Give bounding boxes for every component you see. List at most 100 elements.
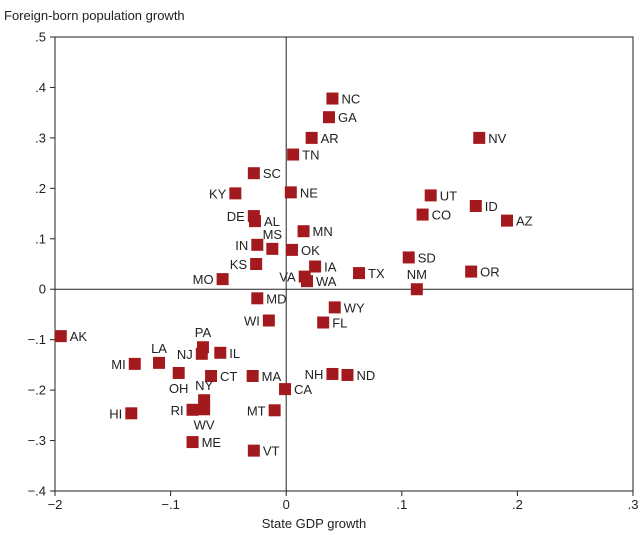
data-point-label: MA	[262, 369, 282, 384]
data-point-label: WV	[194, 417, 215, 432]
y-tick-label: .5	[35, 30, 46, 45]
data-point-label: NY	[195, 378, 213, 393]
x-axis: −2 −.1 0 .1 .2 .3	[48, 491, 639, 512]
data-point-marker	[317, 316, 330, 329]
data-point-label: MS	[263, 227, 283, 242]
y-tick-label: −.2	[28, 383, 46, 398]
y-tick-label: −.3	[28, 433, 46, 448]
data-point-marker	[284, 186, 297, 199]
data-point-label: OK	[301, 243, 320, 258]
data-point-label: AR	[321, 131, 339, 146]
data-point-marker	[125, 407, 138, 420]
data-point-marker	[465, 265, 478, 278]
data-point-marker	[172, 366, 185, 379]
data-point-marker	[216, 273, 229, 286]
data-point-label: MD	[266, 291, 286, 306]
data-point-label: SC	[263, 166, 281, 181]
data-point-marker	[266, 242, 279, 255]
data-point-marker	[262, 314, 275, 327]
data-point-label: MO	[193, 272, 214, 287]
data-point-marker	[285, 243, 298, 256]
data-point-label: IL	[229, 346, 240, 361]
data-point-label: OR	[480, 265, 500, 280]
data-point-label: VT	[263, 444, 280, 459]
data-point-marker	[279, 383, 292, 396]
data-point-marker	[246, 369, 259, 382]
data-point-marker	[153, 356, 166, 369]
data-point-label: NH	[305, 367, 324, 382]
x-tick-label: 0	[283, 497, 290, 512]
x-tick-label: .3	[628, 497, 639, 512]
data-point-marker	[500, 214, 513, 227]
data-point-label: IN	[235, 238, 248, 253]
y-tick-label: −.4	[28, 484, 46, 499]
data-point-label: UT	[440, 188, 457, 203]
data-point-marker	[402, 251, 415, 264]
data-point-label: TX	[368, 266, 385, 281]
data-point-label: TN	[302, 148, 319, 163]
data-point-marker	[198, 403, 211, 416]
x-axis-label: State GDP growth	[262, 516, 367, 531]
data-point-label: FL	[332, 316, 347, 331]
plot-area-frame	[54, 36, 634, 492]
data-point-marker	[410, 283, 423, 296]
data-point-label: WY	[344, 300, 365, 315]
data-point-label: NV	[488, 131, 506, 146]
data-point-marker	[297, 225, 310, 238]
data-point-label: MI	[111, 357, 125, 372]
x-tick-label: −.1	[161, 497, 179, 512]
chart-title: Foreign-born population growth	[4, 8, 185, 23]
data-point-marker	[353, 267, 366, 280]
data-point-label: CO	[432, 208, 452, 223]
data-point-marker	[195, 347, 208, 360]
data-point-label: NE	[300, 185, 318, 200]
data-point-marker	[247, 167, 260, 180]
data-point-marker	[328, 301, 341, 314]
data-point-label: VA	[279, 270, 296, 285]
data-point-label: RI	[171, 403, 184, 418]
data-point-marker	[54, 330, 67, 343]
data-point-label: SD	[418, 250, 436, 265]
y-tick-label: .2	[35, 181, 46, 196]
data-point-label: LA	[151, 341, 167, 356]
data-point-label: WA	[316, 274, 337, 289]
data-point-marker	[198, 394, 211, 407]
x-tick-label: .1	[396, 497, 407, 512]
data-point-label: PA	[195, 325, 212, 340]
data-point-label: MN	[313, 224, 333, 239]
data-point-marker	[309, 260, 322, 273]
data-point-marker	[229, 187, 242, 200]
data-point-marker	[251, 238, 264, 251]
data-point-label: HI	[109, 406, 122, 421]
data-point-label: NM	[407, 267, 427, 282]
data-point-marker	[305, 131, 318, 144]
data-point-label: AZ	[516, 214, 533, 229]
data-point-label: OH	[169, 381, 189, 396]
data-point-marker	[214, 346, 227, 359]
data-point-label: KS	[230, 257, 248, 272]
data-point-marker	[287, 148, 300, 161]
data-point-marker	[416, 208, 429, 221]
data-point-label: ND	[356, 368, 375, 383]
data-point-label: KY	[209, 186, 227, 201]
data-point-label: GA	[338, 110, 357, 125]
data-point-marker	[473, 131, 486, 144]
data-point-label: AL	[264, 214, 280, 229]
data-point-label: CA	[294, 382, 312, 397]
data-point-marker	[341, 368, 354, 381]
data-point-marker	[251, 292, 264, 305]
data-point-label: CT	[220, 369, 237, 384]
data-point-marker	[469, 199, 482, 212]
data-point-marker	[322, 111, 335, 124]
data-point-label: NJ	[177, 347, 193, 362]
x-tick-label: .2	[512, 497, 523, 512]
data-point-marker	[247, 444, 260, 457]
data-point-marker	[128, 357, 141, 370]
data-point-label: IA	[324, 260, 337, 275]
x-tick-label: −2	[48, 497, 63, 512]
data-point-label: DE	[227, 209, 245, 224]
data-point-marker	[186, 403, 199, 416]
data-point-label: NC	[341, 92, 360, 107]
